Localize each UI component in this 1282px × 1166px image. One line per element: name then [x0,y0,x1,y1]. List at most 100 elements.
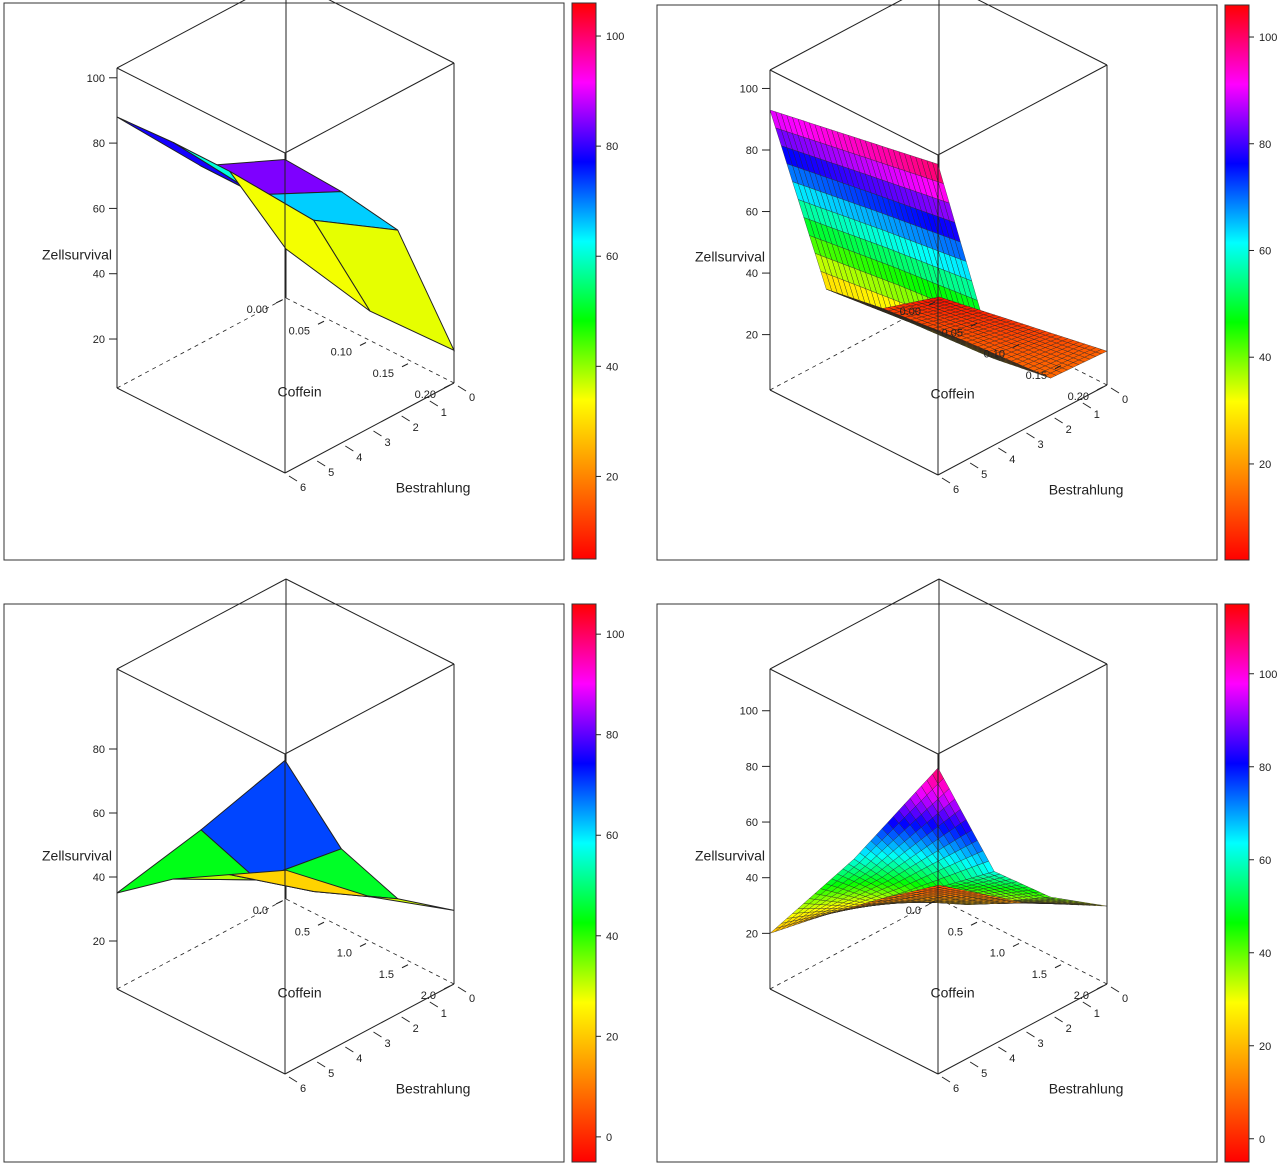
x-axis-tick [1054,964,1062,969]
y-axis-tick-label: 4 [1009,454,1015,466]
y-axis-tick [1054,417,1063,424]
x-axis-tick [317,921,325,926]
colorbar-2: 20 40 60 80 100 [1224,4,1277,561]
colorbar-tick-label: 20 [606,1031,618,1043]
x-axis-tick [401,964,409,969]
y-axis-tick-label: 3 [384,437,390,449]
colorbar-tick-label: 40 [606,361,618,373]
colorbar-ramp [1224,603,1250,1163]
y-axis-tick [969,462,979,469]
colorbar-tick-label: 60 [606,251,618,263]
x-axis-tick-label: 1.0 [990,948,1005,960]
y-axis-tick-label: 0 [1122,394,1128,406]
x-axis-tick [275,299,283,304]
cube-edge [116,0,246,69]
colorbar-1: 20 40 60 80 100 [571,2,624,560]
colorbar-4: 0 20 40 60 80 100 [1224,603,1277,1163]
axes: 0.00 0.05 0.10 0.15 0.20 0 1 2 3 4 5 6 20 40 60 80 100 Co… [42,73,475,496]
x-axis-tick-label: 0.10 [984,349,1005,361]
y-axis-tick [941,1076,951,1083]
y-axis-tick [401,1016,410,1023]
axes: 0.00 0.05 0.10 0.15 0.20 0 1 2 3 4 5 6 20 40 60 80 100 Co… [695,83,1128,497]
y-axis-tick [457,986,467,993]
colorbar-ramp [571,2,597,560]
x-axis-title: Coffein [278,984,322,1000]
colorbar-tick-label: 40 [1259,352,1271,364]
y-axis-tick [941,477,951,484]
colorbar-tick-label: 60 [1259,855,1271,867]
surface [116,116,456,352]
z-axis-tick-label: 40 [93,872,105,884]
y-axis-tick-label: 5 [328,1068,334,1080]
cube-edge [116,668,286,755]
y-axis-tick-label: 2 [413,1023,419,1035]
y-axis-tick [429,1001,439,1008]
x-axis-tick [1096,386,1104,391]
colorbar-tick-label: 40 [1259,948,1271,960]
cube-edge [284,62,455,154]
colorbar-tick-label: 20 [1259,1041,1271,1053]
y-axis-tick [1110,387,1120,394]
z-axis-tick-label: 80 [93,138,105,150]
y-axis-tick-label: 1 [1094,409,1100,421]
colorbar-tick-label: 80 [606,141,618,153]
z-axis-tick-label: 40 [93,269,105,281]
y-axis-tick [457,385,467,392]
x-axis-tick-label: 0.00 [247,304,268,316]
colorbar-tick-label: 80 [1259,762,1271,774]
x-axis-tick [359,342,367,346]
z-axis-tick-label: 60 [93,808,105,820]
y-axis-title: Bestrahlung [1049,482,1124,498]
chart-panel-4: 0.0 0.5 1.0 1.5 2.0 0 1 2 3 4 5 6 20 40 60 80 100 Coffein… [656,578,1218,1163]
cube-edge [769,578,940,670]
x-axis-tick-label: 0.05 [289,325,310,337]
y-axis-tick [1082,402,1092,409]
cube-edge-front [769,988,939,1075]
z-axis-title: Zellsurvival [42,247,112,263]
cube-edge [977,0,1108,66]
colorbar-tick-label: 20 [1259,459,1271,471]
cube-edge-front [116,387,286,474]
z-axis-tick-label: 80 [746,761,758,773]
z-axis-tick-label: 20 [93,334,105,346]
surface [769,767,1108,934]
colorbar-tick-label: 60 [1259,245,1271,257]
y-axis-tick [1026,432,1035,439]
y-axis-tick [316,1061,326,1068]
surface [769,109,1108,379]
axes: 0.0 0.5 1.0 1.5 2.0 0 1 2 3 4 5 6 20 40 60 80 Coffein Bes… [42,744,475,1097]
cube-edge [285,578,455,665]
x-axis-tick-label: 0.10 [331,347,352,359]
y-axis-tick [345,445,354,452]
x-axis-tick [317,320,325,325]
x-axis-tick [970,322,978,327]
x-axis-tick-label: 0.20 [415,389,436,401]
x-axis-tick [443,985,451,990]
z-axis-tick-label: 60 [93,203,105,215]
x-axis-tick-label: 0.5 [295,926,310,938]
y-axis-tick-label: 0 [469,392,475,404]
colorbar-tick-label: 40 [606,931,618,943]
z-axis-tick-label: 80 [93,744,105,756]
z-axis-tick-label: 20 [93,936,105,948]
z-axis-tick-label: 40 [746,873,758,885]
y-axis-title: Bestrahlung [1049,1081,1124,1097]
y-axis-tick-label: 3 [384,1038,390,1050]
z-axis-tick-label: 60 [746,207,758,219]
chart-panel-2: 0.00 0.05 0.10 0.15 0.20 0 1 2 3 4 5 6 20 40 60 80 100 Co… [656,0,1218,561]
cube-edge-front [116,988,286,1075]
y-axis-tick-label: 4 [356,452,362,464]
cube-edge-front [284,382,455,474]
y-axis-tick [1110,986,1120,993]
y-axis-tick [1054,1016,1063,1023]
x-axis-tick-label: 1.5 [379,969,394,981]
z-axis-tick-label: 20 [746,330,758,342]
y-axis-tick [288,1076,298,1083]
z-axis-tick-label: 100 [87,73,105,85]
cube-edge [769,69,939,156]
y-axis-tick [401,415,410,422]
colorbar-ramp [571,603,597,1163]
y-axis-tick-label: 4 [1009,1053,1015,1065]
z-axis-title: Zellsurvival [695,249,765,265]
